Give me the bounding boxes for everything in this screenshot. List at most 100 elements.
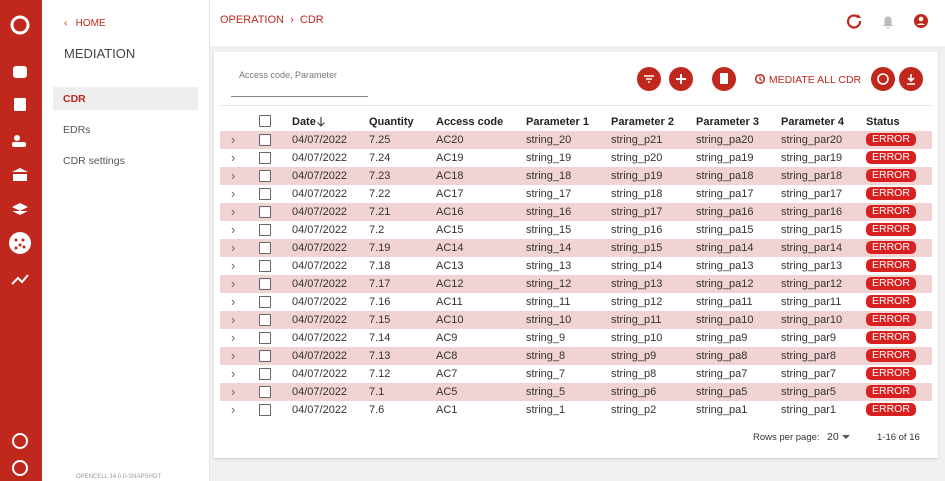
search-placeholder[interactable]: Access code, Parameter [239, 70, 338, 80]
header-divider [220, 105, 932, 106]
nav-item[interactable]: EDRs [63, 124, 91, 136]
icon-bank[interactable] [12, 168, 28, 181]
table-cell: string_12 [526, 278, 572, 290]
nav-item[interactable]: CDR [63, 93, 86, 105]
table-cell: 7.24 [369, 152, 391, 164]
status-badge: ERROR [866, 385, 916, 398]
icon-bus[interactable] [13, 66, 27, 78]
expand-chevron[interactable]: › [231, 168, 236, 183]
status-cell: ERROR [866, 257, 926, 275]
table-cell: 7.18 [369, 260, 391, 272]
rows-per-page-select[interactable]: 20 [827, 431, 850, 443]
column-header[interactable]: Parameter 4 [781, 116, 844, 128]
export-button[interactable] [712, 67, 736, 91]
table-cell: 04/07/2022 [292, 350, 348, 362]
expand-chevron[interactable]: › [231, 132, 236, 147]
expand-chevron[interactable]: › [231, 258, 236, 273]
mediate-all-button[interactable]: MEDIATE ALL CDR [754, 73, 861, 86]
expand-chevron[interactable]: › [231, 330, 236, 345]
table-cell: 7.25 [369, 134, 391, 146]
icon-help[interactable] [12, 460, 28, 476]
table-cell: string_par13 [781, 260, 843, 272]
crumb[interactable]: OPERATION [220, 14, 284, 26]
notifications[interactable] [883, 16, 893, 29]
row-checkbox[interactable] [259, 296, 271, 308]
logo [10, 15, 30, 35]
table-cell: AC9 [436, 332, 458, 344]
status-cell: ERROR [866, 185, 926, 203]
row-checkbox[interactable] [259, 224, 271, 236]
row-checkbox[interactable] [259, 278, 271, 290]
table-cell: string_11 [526, 296, 571, 308]
row-checkbox[interactable] [259, 386, 271, 398]
status-badge: ERROR [866, 223, 916, 236]
row-checkbox[interactable] [259, 152, 271, 164]
table-cell: string_pa11 [696, 296, 753, 308]
column-header[interactable]: Date [292, 116, 316, 128]
expand-chevron[interactable]: › [231, 366, 236, 381]
history-button[interactable] [871, 67, 895, 91]
expand-chevron[interactable]: › [231, 222, 236, 237]
table-cell: string_par7 [781, 368, 837, 380]
icon-trend[interactable] [11, 274, 29, 285]
table-cell: AC1 [436, 404, 458, 416]
filter-button[interactable] [637, 67, 661, 91]
icon-layers[interactable] [12, 203, 28, 215]
row-checkbox[interactable] [259, 332, 271, 344]
row-checkbox[interactable] [259, 260, 271, 272]
nav-item[interactable]: CDR settings [63, 155, 125, 167]
select-all-checkbox[interactable] [259, 115, 271, 127]
row-checkbox[interactable] [259, 350, 271, 362]
icon-mediation-active[interactable] [9, 232, 31, 254]
table-cell: string_pa1 [696, 404, 748, 416]
rows-per-page-value: 20 [827, 431, 839, 443]
add-button[interactable] [669, 67, 693, 91]
status-badge: ERROR [866, 331, 916, 344]
table-cell: 04/07/2022 [292, 242, 348, 254]
table-cell: string_7 [526, 368, 566, 380]
expand-chevron[interactable]: › [231, 312, 236, 327]
status-cell: ERROR [866, 311, 926, 329]
expand-chevron[interactable]: › [231, 384, 236, 399]
column-header[interactable]: Parameter 3 [696, 116, 759, 128]
search-underline [231, 96, 368, 97]
column-header[interactable]: Parameter 1 [526, 116, 589, 128]
download-button[interactable] [899, 67, 923, 91]
icon-language[interactable] [12, 433, 28, 449]
table-cell: string_p13 [611, 278, 663, 290]
column-header[interactable]: Quantity [369, 116, 414, 128]
sort-arrow[interactable] [316, 116, 326, 128]
table-cell: string_par17 [781, 188, 843, 200]
expand-chevron[interactable]: › [231, 348, 236, 363]
icon-users[interactable] [14, 135, 20, 141]
row-checkbox[interactable] [259, 206, 271, 218]
table-cell: string_par11 [781, 296, 842, 308]
expand-chevron[interactable]: › [231, 402, 236, 417]
icon-book[interactable] [14, 98, 26, 111]
table-row [220, 203, 932, 221]
table-cell: string_15 [526, 224, 572, 236]
column-header[interactable]: Access code [436, 116, 504, 128]
table-cell: string_p17 [611, 206, 663, 218]
row-checkbox[interactable] [259, 170, 271, 182]
expand-chevron[interactable]: › [231, 204, 236, 219]
expand-chevron[interactable]: › [231, 240, 236, 255]
table-cell: string_pa9 [696, 332, 748, 344]
row-checkbox[interactable] [259, 314, 271, 326]
expand-chevron[interactable]: › [231, 294, 236, 309]
row-checkbox[interactable] [259, 134, 271, 146]
column-header[interactable]: Parameter 2 [611, 116, 674, 128]
table-cell: 7.2 [369, 224, 385, 236]
table-row [220, 383, 932, 401]
expand-chevron[interactable]: › [231, 186, 236, 201]
back-link[interactable]: ‹ HOME [64, 18, 106, 29]
row-checkbox[interactable] [259, 404, 271, 416]
row-checkbox[interactable] [259, 368, 271, 380]
status-cell: ERROR [866, 221, 926, 239]
row-checkbox[interactable] [259, 188, 271, 200]
column-header[interactable]: Status [866, 116, 900, 128]
expand-chevron[interactable]: › [231, 276, 236, 291]
refresh[interactable] [846, 14, 862, 29]
row-checkbox[interactable] [259, 242, 271, 254]
expand-chevron[interactable]: › [231, 150, 236, 165]
